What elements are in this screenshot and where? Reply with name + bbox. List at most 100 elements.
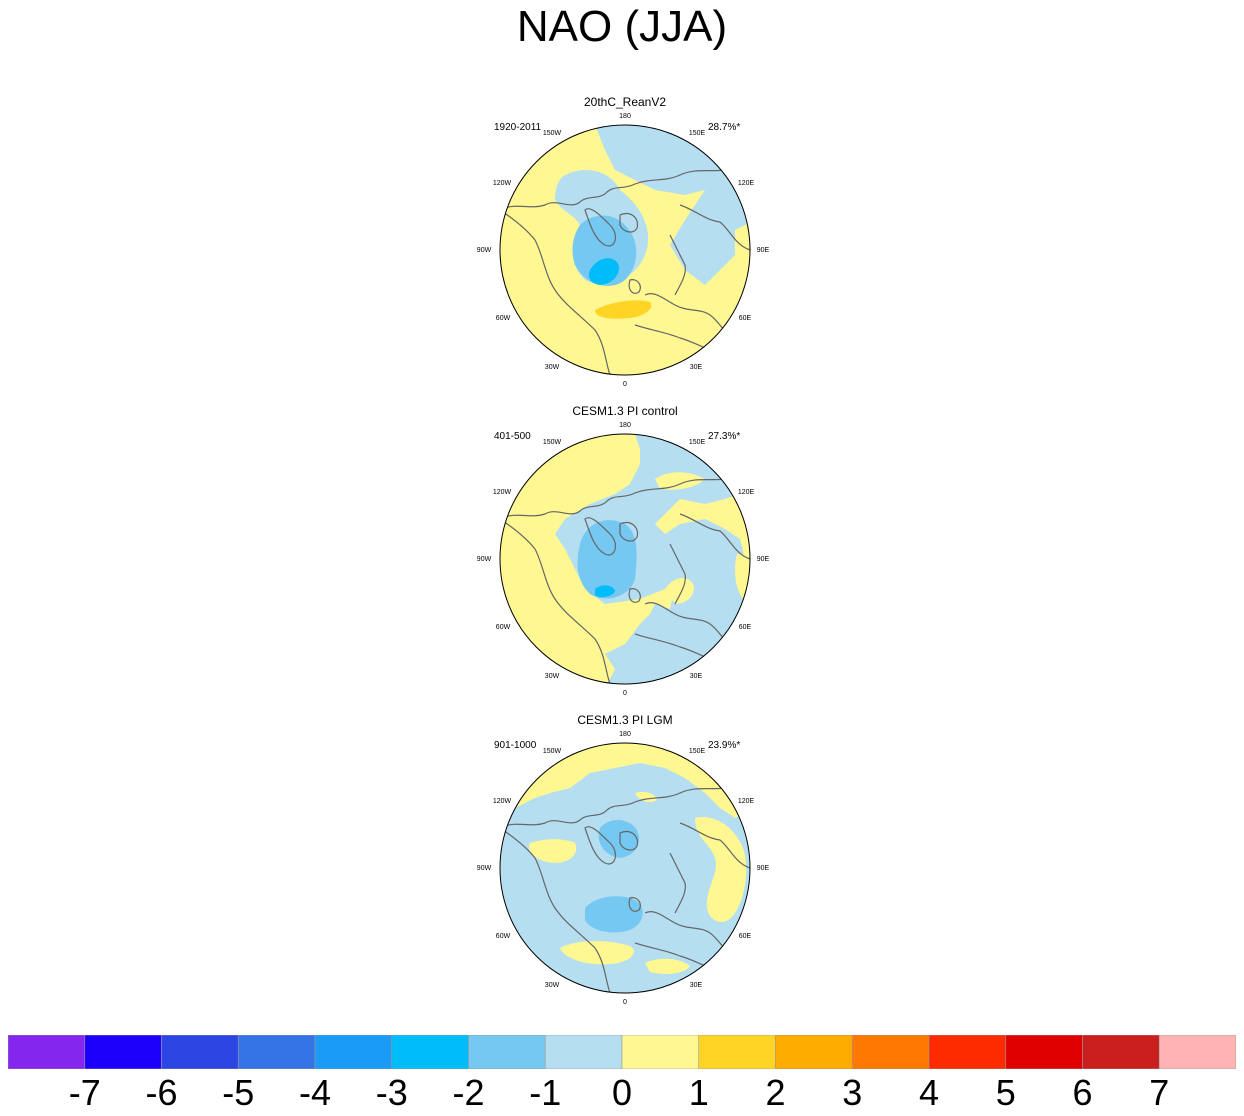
field-positive (529, 839, 577, 863)
lon-label: 60E (739, 624, 752, 631)
lon-label: 150E (689, 748, 706, 755)
field-positive (695, 817, 747, 923)
field-positive-2 (595, 300, 652, 319)
lon-label: 30W (545, 982, 560, 989)
colorbar-swatch (391, 1035, 469, 1069)
colorbar-tick-label: 4 (918, 1072, 940, 1113)
panel-period: 1920-2011 (494, 122, 542, 133)
map-boundary (499, 742, 751, 994)
lon-label: 180 (619, 422, 631, 429)
colorbar-swatch (468, 1035, 546, 1069)
lon-label: 90E (757, 247, 770, 254)
colorbar-swatch (1005, 1035, 1083, 1069)
panel-title: 20thC_ReanV2 (583, 95, 667, 109)
colorbar-tick-label: -7 (68, 1072, 101, 1113)
lon-label: 150W (543, 130, 562, 137)
lon-label: 120E (738, 180, 755, 187)
field-positive (635, 791, 657, 802)
colorbar-swatch (314, 1035, 393, 1069)
panel-period: 401-500 (494, 431, 531, 442)
polar-map: 180 150E 120E 90E 60E 30E 0 30W 60W 90W … (477, 731, 770, 1006)
field-negative-3 (589, 258, 620, 285)
colorbar-swatch (237, 1035, 316, 1069)
colorbar-tick-label: 6 (1072, 1072, 1093, 1113)
lon-label: 150W (543, 439, 562, 446)
panel-variance: 23.9%* (708, 740, 741, 751)
panel-title: CESM1.3 PI control (572, 404, 678, 418)
colorbar-swatch (161, 1035, 239, 1069)
lon-label: 60W (496, 315, 511, 322)
lon-label: 0 (623, 381, 627, 388)
field-positive (560, 941, 634, 965)
lon-label: 90W (477, 865, 492, 872)
colorbar-tick-label: -2 (452, 1072, 485, 1113)
colorbar-tick-label: 1 (688, 1072, 709, 1113)
lon-label: 30W (545, 364, 560, 371)
colorbar-tick-label: -1 (529, 1072, 562, 1113)
colorbar-tick-label: -4 (298, 1072, 332, 1113)
map-boundary (499, 433, 751, 685)
colorbar-labels: -7 -6 -5 -4 -3 -2 -1 0 1 2 3 4 5 6 7 (0, 1072, 1244, 1116)
polar-map: 180 150E 120E 90E 60E 30E 0 30W 60W 90W … (477, 422, 770, 697)
lon-label: 120E (738, 489, 755, 496)
lon-label: 120E (738, 798, 755, 805)
colorbar-tick-label: 0 (611, 1072, 633, 1113)
lon-label: 30E (690, 364, 703, 371)
panel-title: CESM1.3 PI LGM (577, 713, 673, 727)
colorbar-swatch (928, 1035, 1007, 1069)
lon-label: 90E (757, 556, 770, 563)
colorbar-swatch (698, 1035, 776, 1069)
colorbar-tick-label: -3 (375, 1072, 408, 1113)
field-positive (655, 472, 705, 490)
colorbar-swatch (544, 1035, 623, 1069)
colorbar-swatch (1082, 1035, 1160, 1069)
lon-label: 30E (690, 673, 703, 680)
field-positive (665, 577, 694, 604)
field-negative-3 (595, 585, 615, 598)
lon-label: 30W (545, 673, 560, 680)
field-negative (555, 434, 750, 684)
lon-label: 150E (689, 130, 706, 137)
lon-label: 30E (690, 982, 703, 989)
lon-label: 150E (689, 439, 706, 446)
colorbar-swatch (621, 1035, 700, 1069)
polar-map: 180 150E 120E 90E 60E 30E 0 30W 60W 90W … (477, 113, 770, 388)
colorbar-tick-label: 7 (1149, 1072, 1170, 1113)
colorbar-swatch (851, 1035, 930, 1069)
field-positive (735, 554, 750, 604)
lon-label: 0 (623, 999, 627, 1006)
map-boundary (499, 124, 751, 376)
map-panel-reanalysis: 20thC_ReanV2 1920-2011 28.7%* 180 150E (470, 95, 780, 395)
lon-label: 0 (623, 690, 627, 697)
panel-period: 901-1000 (494, 740, 537, 751)
field-negative-2 (572, 215, 637, 286)
colorbar-tick-label: -5 (222, 1072, 255, 1113)
colorbar-swatch (84, 1035, 162, 1069)
colorbar-swatch (8, 1035, 86, 1069)
colorbar (8, 1035, 1236, 1069)
lon-label: 60W (496, 933, 511, 940)
field-negative (595, 125, 750, 285)
lon-label: 120W (493, 180, 512, 187)
lon-label: 90W (477, 247, 492, 254)
map-panel-pi-control: CESM1.3 PI control 401-500 27.3%* 180 (470, 404, 780, 704)
lon-label: 90W (477, 556, 492, 563)
lon-label: 90E (757, 865, 770, 872)
colorbar-tick-label: 3 (842, 1072, 863, 1113)
colorbar-swatch (775, 1035, 853, 1069)
field-positive (645, 958, 690, 974)
field-negative-2 (585, 896, 643, 933)
colorbar-tick-label: 5 (995, 1072, 1016, 1113)
panel-variance: 28.7%* (708, 122, 741, 133)
lon-label: 60E (739, 933, 752, 940)
map-panel-lgm: CESM1.3 PI LGM 901-1000 23.9%* (470, 713, 780, 1013)
panel-variance: 27.3%* (708, 431, 741, 442)
colorbar-swatch (1158, 1035, 1236, 1069)
colorbar-tick-label: 2 (765, 1072, 786, 1113)
lon-label: 180 (619, 731, 631, 738)
lon-label: 60E (739, 315, 752, 322)
lon-label: 180 (619, 113, 631, 120)
colorbar-tick-label: -6 (145, 1072, 178, 1113)
lon-label: 60W (496, 624, 511, 631)
lon-label: 120W (493, 798, 512, 805)
